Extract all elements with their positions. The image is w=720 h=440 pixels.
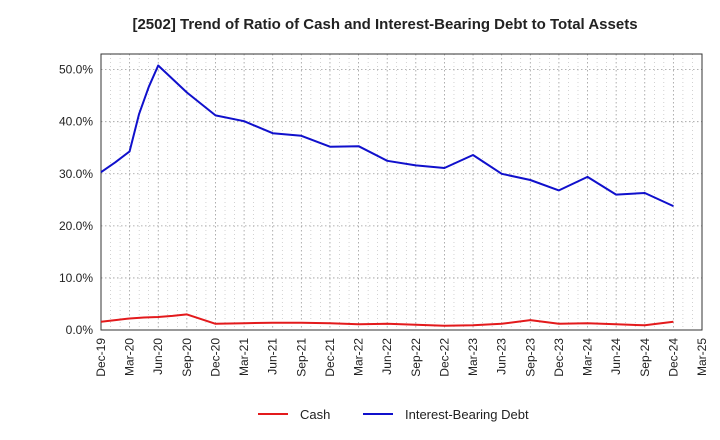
x-axis: Dec-19 Mar-20 Jun-20 Sep-20 Dec-20 Mar-21 Jun-… — [94, 338, 709, 377]
series-line-interest-bearing-debt — [100, 64, 674, 208]
series-line-cash — [100, 313, 674, 327]
x-tick-label: Dec-19 — [94, 338, 108, 377]
y-tick-label: 50.0% — [59, 63, 93, 77]
x-tick-label: Dec-22 — [437, 338, 451, 377]
x-tick-label: Mar-23 — [466, 338, 480, 376]
x-tick-label: Mar-24 — [581, 338, 595, 376]
x-tick-label: Jun-23 — [495, 338, 509, 375]
y-tick-label: 10.0% — [59, 271, 93, 285]
series-layer — [100, 64, 674, 327]
x-tick-label: Sep-24 — [638, 338, 652, 377]
x-tick-label: Jun-24 — [609, 338, 623, 375]
x-tick-label: Dec-20 — [208, 338, 222, 377]
y-tick-label: 40.0% — [59, 115, 93, 129]
x-tick-label: Sep-20 — [180, 338, 194, 377]
legend-label: Cash — [300, 407, 330, 422]
x-tick-label: Sep-22 — [409, 338, 423, 377]
x-tick-label: Dec-21 — [323, 338, 337, 377]
x-tick-label: Sep-23 — [523, 338, 537, 377]
legend: Cash Interest-Bearing Debt — [258, 407, 529, 422]
x-tick-label: Mar-21 — [237, 338, 251, 376]
y-tick-label: 20.0% — [59, 219, 93, 233]
legend-label: Interest-Bearing Debt — [405, 407, 529, 422]
chart-title: [2502] Trend of Ratio of Cash and Intere… — [132, 16, 637, 33]
y-tick-label: 30.0% — [59, 167, 93, 181]
x-tick-label: Mar-22 — [352, 338, 366, 376]
y-tick-label: 0.0% — [66, 323, 94, 337]
plot-frame — [100, 53, 703, 331]
x-tick-label: Mar-20 — [123, 338, 137, 376]
x-tick-label: Sep-21 — [294, 338, 308, 377]
x-tick-label: Dec-23 — [552, 338, 566, 377]
x-tick-label: Jun-20 — [151, 338, 165, 375]
y-axis: 0.0% 10.0% 20.0% 30.0% 40.0% 50.0% — [59, 63, 93, 337]
x-tick-label: Dec-24 — [666, 338, 680, 377]
x-tick-label: Jun-22 — [380, 338, 394, 375]
x-tick-label: Mar-25 — [695, 338, 709, 376]
x-tick-label: Jun-21 — [266, 338, 280, 375]
